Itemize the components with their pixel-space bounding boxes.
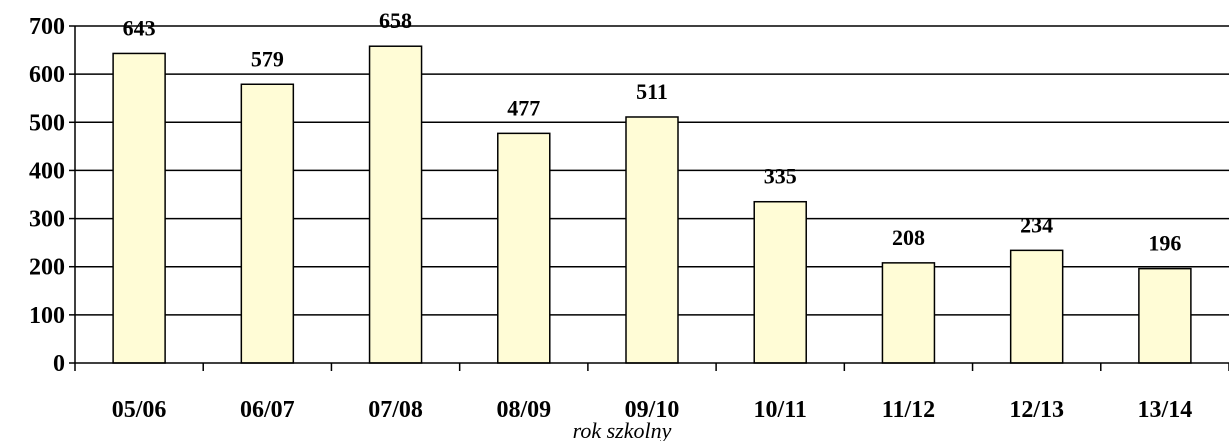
bar: [497, 132, 551, 364]
y-tick-label: 300: [29, 207, 65, 233]
data-label: 335: [764, 164, 797, 189]
bar: [881, 262, 936, 364]
bar: [1009, 249, 1064, 364]
labels: 0 100 200 300 400 500 600 700 643 05/06 579 06/07 65…: [29, 8, 1192, 423]
data-label: 208: [892, 225, 925, 250]
x-tick-label: 07/08: [368, 397, 423, 423]
data-label: 643: [123, 15, 156, 40]
y-tick-label: 700: [29, 14, 65, 40]
x-tick-label: 13/14: [1138, 397, 1193, 423]
x-tick-label: 06/07: [240, 397, 295, 423]
bar: [753, 200, 807, 364]
y-tick-label: 0: [53, 351, 65, 377]
y-tick-label: 600: [29, 62, 65, 88]
bar: [112, 52, 166, 364]
bar: [1138, 267, 1192, 364]
x-tick-label: 08/09: [496, 397, 551, 423]
x-axis-title: rok szkolny: [573, 418, 672, 441]
x-tick-label: 12/13: [1009, 397, 1064, 423]
bar: [625, 116, 679, 364]
data-label: 658: [379, 8, 412, 33]
x-tick-label: 09/10: [625, 397, 680, 423]
x-tick-label: 11/12: [882, 397, 935, 423]
data-label: 234: [1020, 212, 1053, 237]
data-label: 511: [636, 79, 668, 104]
y-tick-label: 500: [29, 110, 65, 136]
data-label: 579: [251, 46, 284, 71]
axes: [69, 25, 1229, 371]
bar: [368, 45, 423, 364]
x-tick-label: 05/06: [112, 397, 167, 423]
bar: [240, 83, 295, 364]
data-label: 477: [507, 95, 540, 120]
bars: [112, 45, 1192, 364]
y-tick-label: 100: [29, 303, 65, 329]
x-tick-label: 10/11: [754, 397, 807, 423]
data-label: 196: [1148, 231, 1181, 256]
y-tick-label: 400: [29, 158, 65, 184]
y-tick-label: 200: [29, 255, 65, 281]
